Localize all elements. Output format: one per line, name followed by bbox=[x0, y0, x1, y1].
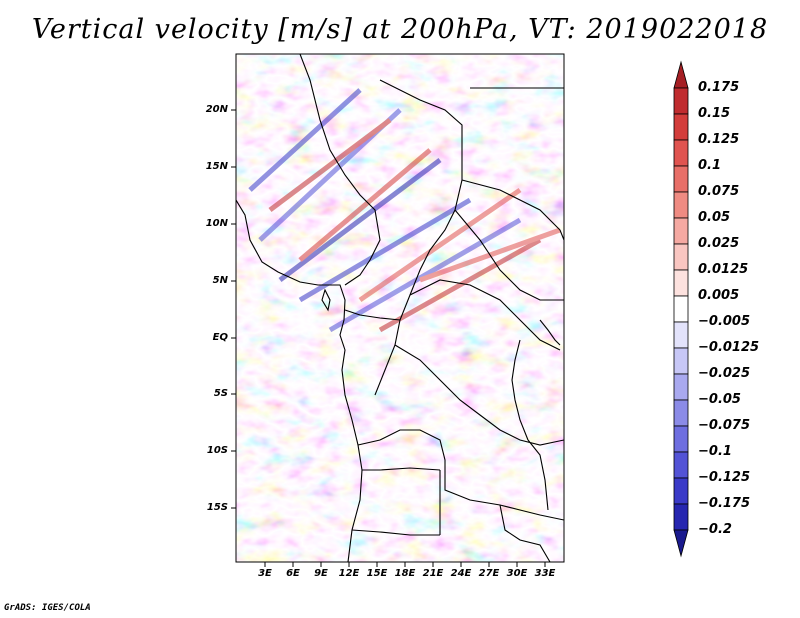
lat-label-5s: 5S bbox=[213, 388, 228, 399]
colorbar-segment bbox=[673, 165, 689, 193]
colorbar-label: −0.05 bbox=[698, 392, 741, 407]
colorbar-segment bbox=[673, 139, 689, 167]
lon-ticks bbox=[264, 562, 546, 567]
colorbar-label: −0.0125 bbox=[698, 340, 760, 355]
lat-label-20n: 20N bbox=[205, 104, 228, 115]
lon-label-3e: 3E bbox=[258, 568, 272, 579]
lon-label-12e: 12E bbox=[338, 568, 360, 579]
colorbar-label: 0.005 bbox=[698, 288, 740, 303]
colorbar-segment bbox=[673, 243, 689, 271]
lat-ticks bbox=[231, 109, 236, 509]
colorbar-segment bbox=[673, 295, 689, 323]
grads-credit: GrADS: IGES/COLA bbox=[4, 603, 91, 613]
colorbar-label: 0.175 bbox=[698, 80, 740, 95]
colorbar bbox=[673, 60, 689, 558]
colorbar-segment bbox=[673, 451, 689, 479]
colorbar-label: −0.1 bbox=[698, 444, 732, 459]
lon-label-15e: 15E bbox=[366, 568, 388, 579]
lat-label-15s: 15S bbox=[206, 502, 228, 513]
colorbar-label: 0.1 bbox=[698, 158, 722, 173]
colorbar-label: 0.075 bbox=[698, 184, 740, 199]
colorbar-segment bbox=[673, 60, 689, 89]
velocity-field bbox=[236, 54, 564, 562]
colorbar-segment bbox=[673, 191, 689, 219]
lon-label-33e: 33E bbox=[534, 568, 556, 579]
colorbar-segment bbox=[673, 425, 689, 453]
colorbar-label: −0.125 bbox=[698, 470, 751, 485]
lon-label-9e: 9E bbox=[314, 568, 328, 579]
lon-label-24e: 24E bbox=[450, 568, 472, 579]
colorbar-label: 0.0125 bbox=[698, 262, 749, 277]
colorbar-segment bbox=[673, 373, 689, 401]
lon-label-27e: 27E bbox=[478, 568, 500, 579]
lat-label-15n: 15N bbox=[205, 161, 228, 172]
colorbar-segment bbox=[673, 503, 689, 531]
colorbar-label: −0.025 bbox=[698, 366, 751, 381]
country-borders bbox=[236, 54, 564, 562]
colorbar-label: −0.175 bbox=[698, 496, 751, 511]
lat-label-5n: 5N bbox=[212, 275, 228, 286]
colorbar-segment bbox=[673, 269, 689, 297]
lat-label-eq: EQ bbox=[212, 332, 228, 343]
colorbar-label: −0.2 bbox=[698, 522, 732, 537]
map-title: Vertical velocity [m/s] at 200hPa, VT: 2… bbox=[31, 14, 769, 45]
colorbar-segment bbox=[673, 477, 689, 505]
lon-label-18e: 18E bbox=[394, 568, 416, 579]
lat-label-10n: 10N bbox=[205, 218, 228, 229]
colorbar-label: 0.05 bbox=[698, 210, 731, 225]
colorbar-label: 0.025 bbox=[698, 236, 740, 251]
colorbar-label: −0.075 bbox=[698, 418, 751, 433]
lat-label-10s: 10S bbox=[206, 445, 228, 456]
colorbar-segment bbox=[673, 113, 689, 141]
colorbar-segment bbox=[673, 399, 689, 427]
colorbar-segment bbox=[673, 347, 689, 375]
lon-label-21e: 21E bbox=[422, 568, 444, 579]
colorbar-segment bbox=[673, 87, 689, 115]
colorbar-label: 0.125 bbox=[698, 132, 740, 147]
colorbar-segment bbox=[673, 529, 689, 558]
colorbar-segment bbox=[673, 217, 689, 245]
colorbar-segment bbox=[673, 321, 689, 349]
colorbar-label: 0.15 bbox=[698, 106, 731, 121]
colorbar-label: −0.005 bbox=[698, 314, 751, 329]
lon-label-30e: 30E bbox=[506, 568, 528, 579]
lon-label-6e: 6E bbox=[286, 568, 300, 579]
